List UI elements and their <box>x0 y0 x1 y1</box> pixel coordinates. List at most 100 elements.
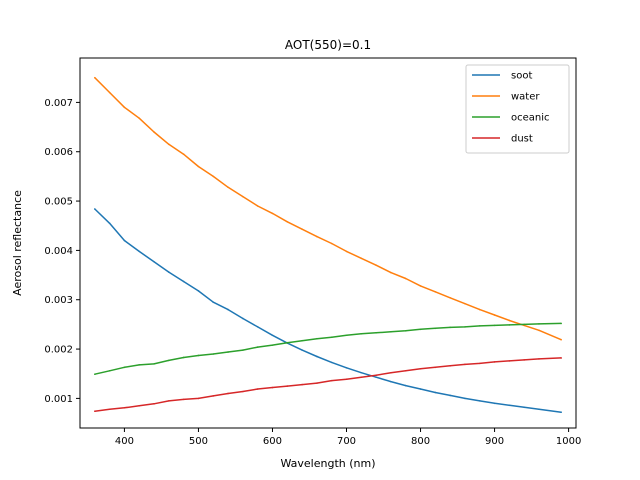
data-point-oceanic <box>153 363 155 365</box>
data-point-dust <box>404 369 407 372</box>
data-point-water <box>242 195 244 198</box>
y-axis-ticks: 0.001 0.002 0.003 0.004 0.005 0.006 0.007 <box>44 98 80 405</box>
data-point-soot <box>138 250 141 253</box>
data-point-water <box>360 257 363 260</box>
data-point-dust <box>123 406 126 409</box>
data-point-oceanic <box>197 354 200 357</box>
data-point-dust <box>197 397 200 400</box>
data-point-soot <box>375 376 377 378</box>
data-point-dust <box>271 386 274 389</box>
data-point-water <box>478 308 481 311</box>
data-point-oceanic <box>449 326 451 329</box>
data-point-dust <box>508 360 511 362</box>
plot-area <box>79 57 577 429</box>
data-point-soot <box>560 411 562 414</box>
data-point-oceanic <box>138 364 141 366</box>
data-point-oceanic <box>108 369 111 372</box>
data-point-dust <box>345 378 348 380</box>
x-tick-label: 400 <box>115 436 134 447</box>
data-point-water <box>390 271 392 274</box>
data-point-oceanic <box>227 351 229 353</box>
x-tick-label: 900 <box>485 436 504 447</box>
legend-items: soot water oceanic dust <box>472 71 550 145</box>
data-point-oceanic <box>301 339 303 342</box>
series-line-water <box>94 77 562 341</box>
data-point-soot <box>316 355 318 358</box>
data-point-water <box>94 76 96 79</box>
data-point-oceanic <box>286 341 289 344</box>
data-point-dust <box>560 357 562 359</box>
series-line-soot <box>94 208 562 413</box>
data-point-water <box>330 242 333 245</box>
data-point-soot <box>227 308 229 311</box>
data-point-dust <box>242 390 244 393</box>
data-point-dust <box>168 400 170 402</box>
data-point-oceanic <box>123 366 126 369</box>
data-point-soot <box>197 290 200 292</box>
data-point-dust <box>390 371 392 374</box>
y-axis-label: Aerosol reflectance <box>11 190 24 296</box>
data-point-water <box>168 143 170 146</box>
data-point-oceanic <box>404 330 407 332</box>
data-point-soot <box>301 349 303 351</box>
series-layer <box>94 76 562 414</box>
data-point-soot <box>108 222 111 225</box>
data-point-dust <box>301 383 303 386</box>
x-axis-label: Wavelength (nm) <box>280 457 375 470</box>
plot-frame <box>79 57 577 429</box>
data-point-soot <box>390 380 392 383</box>
data-point-water <box>256 205 259 207</box>
y-tick-label: 0.002 <box>44 345 73 356</box>
data-point-water <box>182 153 185 155</box>
data-point-oceanic <box>271 344 274 346</box>
legend-label-dust: dust <box>511 134 533 145</box>
data-point-oceanic <box>182 356 185 359</box>
data-point-soot <box>508 404 511 407</box>
data-point-oceanic <box>360 332 363 335</box>
data-point-dust <box>449 365 451 367</box>
data-point-dust <box>108 408 111 411</box>
data-point-oceanic <box>508 324 511 326</box>
legend-label-soot: soot <box>511 71 532 82</box>
data-point-dust <box>153 403 155 405</box>
legend: soot water oceanic dust <box>465 64 570 154</box>
data-point-soot <box>360 371 363 374</box>
data-point-soot <box>523 406 525 409</box>
data-point-dust <box>523 359 525 361</box>
data-point-dust <box>360 376 363 378</box>
y-tick-label: 0.004 <box>44 246 73 257</box>
data-point-dust <box>94 410 96 413</box>
data-point-water <box>227 186 229 189</box>
data-point-dust <box>375 374 377 377</box>
data-point-oceanic <box>94 373 96 376</box>
x-axis-ticks: 400 500 600 700 800 900 1000 <box>115 428 581 447</box>
data-point-oceanic <box>390 331 392 333</box>
data-point-water <box>449 296 451 299</box>
x-tick-label: 1000 <box>556 436 581 447</box>
data-point-water <box>508 319 511 322</box>
x-tick-label: 700 <box>337 436 356 447</box>
legend-label-oceanic: oceanic <box>511 113 550 124</box>
legend-label-water: water <box>511 92 540 103</box>
data-point-dust <box>434 366 437 369</box>
data-point-dust <box>182 398 185 401</box>
data-point-oceanic <box>316 337 318 340</box>
data-point-water <box>419 285 422 287</box>
data-point-oceanic <box>330 336 333 339</box>
data-point-water <box>286 220 289 223</box>
data-point-water <box>153 131 155 133</box>
y-tick-label: 0.006 <box>44 147 73 158</box>
data-point-oceanic <box>560 322 562 325</box>
data-point-soot <box>256 326 259 328</box>
data-point-soot <box>242 317 244 320</box>
y-tick-label: 0.007 <box>44 98 73 109</box>
data-point-soot <box>330 361 333 364</box>
x-tick-label: 500 <box>189 436 208 447</box>
series-line-dust <box>94 357 562 412</box>
data-point-soot <box>168 271 170 273</box>
data-point-water <box>123 106 126 109</box>
data-point-dust <box>227 392 229 395</box>
data-point-soot <box>419 388 422 390</box>
y-tick-label: 0.003 <box>44 295 73 306</box>
